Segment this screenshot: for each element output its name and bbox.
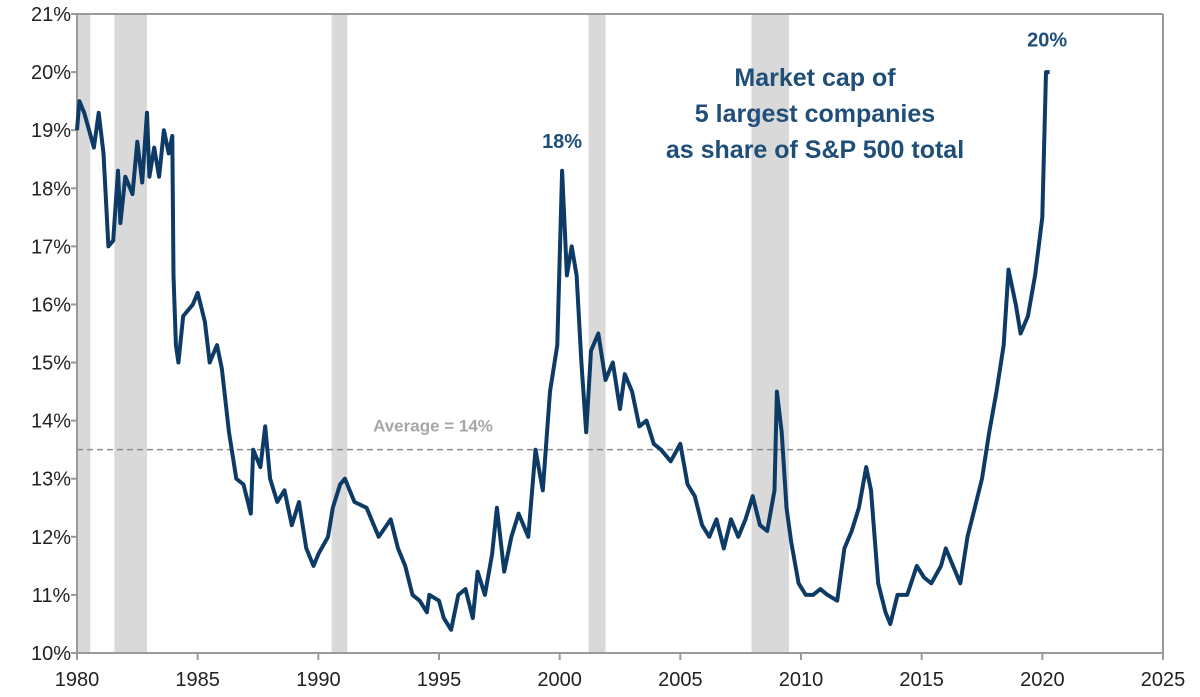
y-tick-label: 17% (31, 236, 71, 258)
x-tick-label: 1980 (55, 669, 100, 691)
chart-title-line-3: as share of S&P 500 total (666, 136, 964, 164)
chart-title-line-1: Market cap of (734, 64, 896, 92)
recession-bands (77, 14, 789, 653)
annotations: 18% 20% (542, 29, 1067, 153)
x-tick-label: 2005 (658, 669, 703, 691)
x-axis-ticks: 1980 1985 1990 1995 2000 2005 2010 2015 2020 2025 (55, 653, 1186, 691)
recession-band (114, 14, 147, 653)
y-tick-label: 18% (31, 178, 71, 200)
x-tick-label: 1995 (417, 669, 462, 691)
recession-band (331, 14, 348, 653)
y-axis-ticks: 10% 11% 12% 13% 14% 15% 16% 17% 18% 19% 20% 21% (31, 4, 77, 665)
y-tick-label: 10% (31, 643, 71, 665)
x-tick-label: 2020 (1020, 669, 1065, 691)
chart-title-line-2: 5 largest companies (695, 100, 935, 128)
x-tick-label: 1990 (296, 669, 341, 691)
average-label: Average = 14% (373, 417, 493, 436)
x-tick-label: 1985 (175, 669, 220, 691)
y-tick-label: 11% (32, 585, 71, 607)
y-tick-label: 14% (31, 411, 71, 433)
peak-label: 18% (542, 131, 582, 153)
x-tick-label: 2010 (779, 669, 824, 691)
recession-band (77, 14, 91, 653)
series-line (75, 70, 1050, 632)
y-tick-label: 19% (31, 120, 71, 142)
x-tick-label: 2000 (537, 669, 582, 691)
axes (76, 13, 1164, 654)
y-tick-label: 20% (31, 62, 71, 84)
x-tick-label: 2025 (1141, 669, 1186, 691)
y-tick-label: 15% (31, 353, 71, 375)
y-tick-label: 13% (31, 469, 71, 491)
peak-label: 20% (1027, 29, 1067, 51)
recession-band (751, 14, 789, 653)
y-tick-label: 12% (31, 527, 71, 549)
x-tick-label: 2015 (899, 669, 944, 691)
y-tick-label: 21% (31, 4, 71, 26)
y-tick-label: 16% (31, 294, 71, 316)
